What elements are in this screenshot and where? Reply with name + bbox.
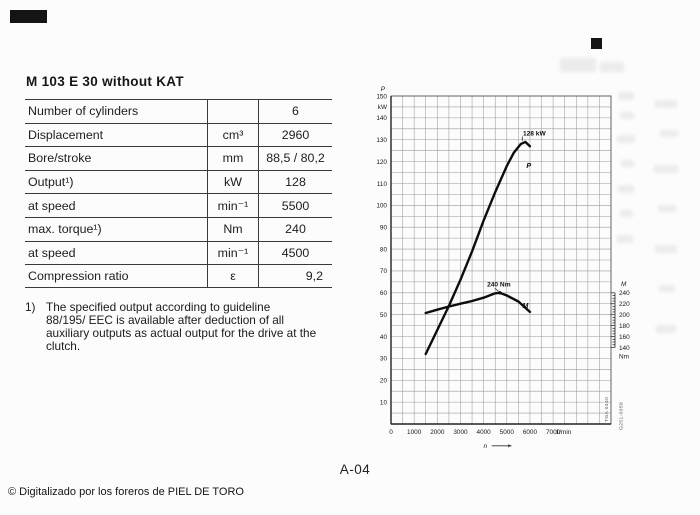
spec-unit: mm [207, 147, 259, 170]
svg-text:200: 200 [619, 312, 630, 319]
svg-text:140: 140 [619, 345, 630, 352]
svg-text:120: 120 [376, 159, 387, 166]
spec-unit: Nm [207, 217, 259, 241]
spec-value: 240 [285, 222, 306, 237]
spec-row: Displacement cm³ 2960 [25, 122, 332, 147]
svg-text:P: P [526, 161, 531, 170]
svg-text:60: 60 [380, 290, 388, 297]
spec-row: max. torque¹) Nm 240 [25, 216, 332, 241]
spec-label: Number of cylinders [28, 104, 139, 119]
svg-text:30: 30 [380, 356, 388, 363]
svg-text:3000: 3000 [453, 429, 468, 436]
svg-text:150: 150 [376, 93, 387, 100]
spec-unit [207, 100, 259, 123]
svg-text:G251-0058: G251-0058 [619, 402, 625, 430]
scan-artifact-black-bar [10, 10, 47, 23]
engine-performance-chart: P150140130120110100908070605040302010kW0… [376, 86, 630, 450]
spec-unit: ε [207, 265, 259, 287]
watermark-credit: © Digitalizado por los foreros de PIEL D… [8, 486, 244, 498]
footnote: 1) The specified output according to gui… [25, 301, 355, 353]
svg-text:240: 240 [619, 290, 630, 297]
svg-text:240 Nm: 240 Nm [487, 281, 511, 288]
spec-label: Output¹) [28, 175, 74, 190]
spec-label: at speed [28, 245, 76, 260]
spec-label: at speed [28, 198, 76, 213]
svg-text:P: P [381, 86, 386, 93]
spec-value: 2960 [281, 127, 310, 142]
spec-label: Displacement [28, 127, 104, 142]
spec-value: 88,5 / 80,2 [266, 151, 325, 166]
spec-unit: cm³ [207, 123, 259, 147]
svg-text:20: 20 [380, 378, 388, 385]
spec-label: Bore/stroke [28, 151, 92, 166]
svg-text:110: 110 [377, 181, 388, 188]
svg-text:1000: 1000 [407, 429, 422, 436]
svg-text:0: 0 [389, 429, 393, 436]
svg-text:80: 80 [380, 246, 388, 253]
spec-row: Compression ratio ε 9,2 [25, 264, 332, 288]
spec-row: Output¹) kW 128 [25, 169, 332, 194]
spec-label: Compression ratio [28, 268, 129, 283]
spec-value: 4500 [281, 245, 310, 260]
svg-text:4000: 4000 [477, 429, 492, 436]
spec-label: max. torque¹) [28, 222, 102, 237]
svg-text:90: 90 [380, 225, 388, 232]
svg-text:130: 130 [376, 137, 387, 144]
svg-text:100: 100 [376, 203, 387, 210]
footnote-marker: 1) [25, 300, 36, 314]
svg-text:kW: kW [378, 104, 388, 111]
svg-text:2000: 2000 [430, 429, 445, 436]
spec-row: Number of cylinders 6 [25, 99, 332, 123]
svg-text:M: M [621, 281, 627, 288]
svg-text:140: 140 [376, 115, 387, 122]
spec-value: 9,2 [305, 268, 323, 283]
svg-text:40: 40 [380, 334, 388, 341]
spec-value: 128 [285, 175, 306, 190]
spec-unit: min⁻¹ [207, 241, 259, 265]
spec-unit: kW [207, 170, 259, 194]
svg-text:5000: 5000 [500, 429, 515, 436]
spec-value: 6 [292, 104, 299, 119]
spec-value: 5500 [281, 198, 310, 213]
svg-text:M: M [522, 301, 529, 310]
scan-artifact-black-square [591, 38, 602, 49]
svg-text:220: 220 [619, 301, 630, 308]
svg-text:7000: 7000 [546, 429, 561, 436]
spec-row: at speed min⁻¹ 4500 [25, 240, 332, 265]
svg-text:1/min: 1/min [556, 429, 572, 436]
svg-text:70: 70 [380, 268, 388, 275]
svg-text:n: n [484, 443, 488, 450]
svg-text:Nm: Nm [619, 353, 629, 360]
page-number: A-04 [339, 462, 371, 477]
spec-row: at speed min⁻¹ 5500 [25, 193, 332, 217]
page-title: M 103 E 30 without KAT [26, 74, 184, 89]
svg-text:6000: 6000 [523, 429, 538, 436]
spec-table: Number of cylinders 6 Displacement cm³ 2… [25, 99, 332, 288]
spec-unit: min⁻¹ [207, 194, 259, 217]
svg-text:10: 10 [380, 399, 388, 406]
svg-text:TGA 0440: TGA 0440 [604, 397, 610, 422]
svg-text:180: 180 [619, 323, 630, 330]
svg-text:128 kW: 128 kW [523, 130, 547, 137]
spec-row: Bore/stroke mm 88,5 / 80,2 [25, 146, 332, 170]
footnote-text: The specified output according to guidel… [46, 300, 317, 353]
svg-text:50: 50 [380, 312, 388, 319]
svg-text:160: 160 [619, 334, 630, 341]
